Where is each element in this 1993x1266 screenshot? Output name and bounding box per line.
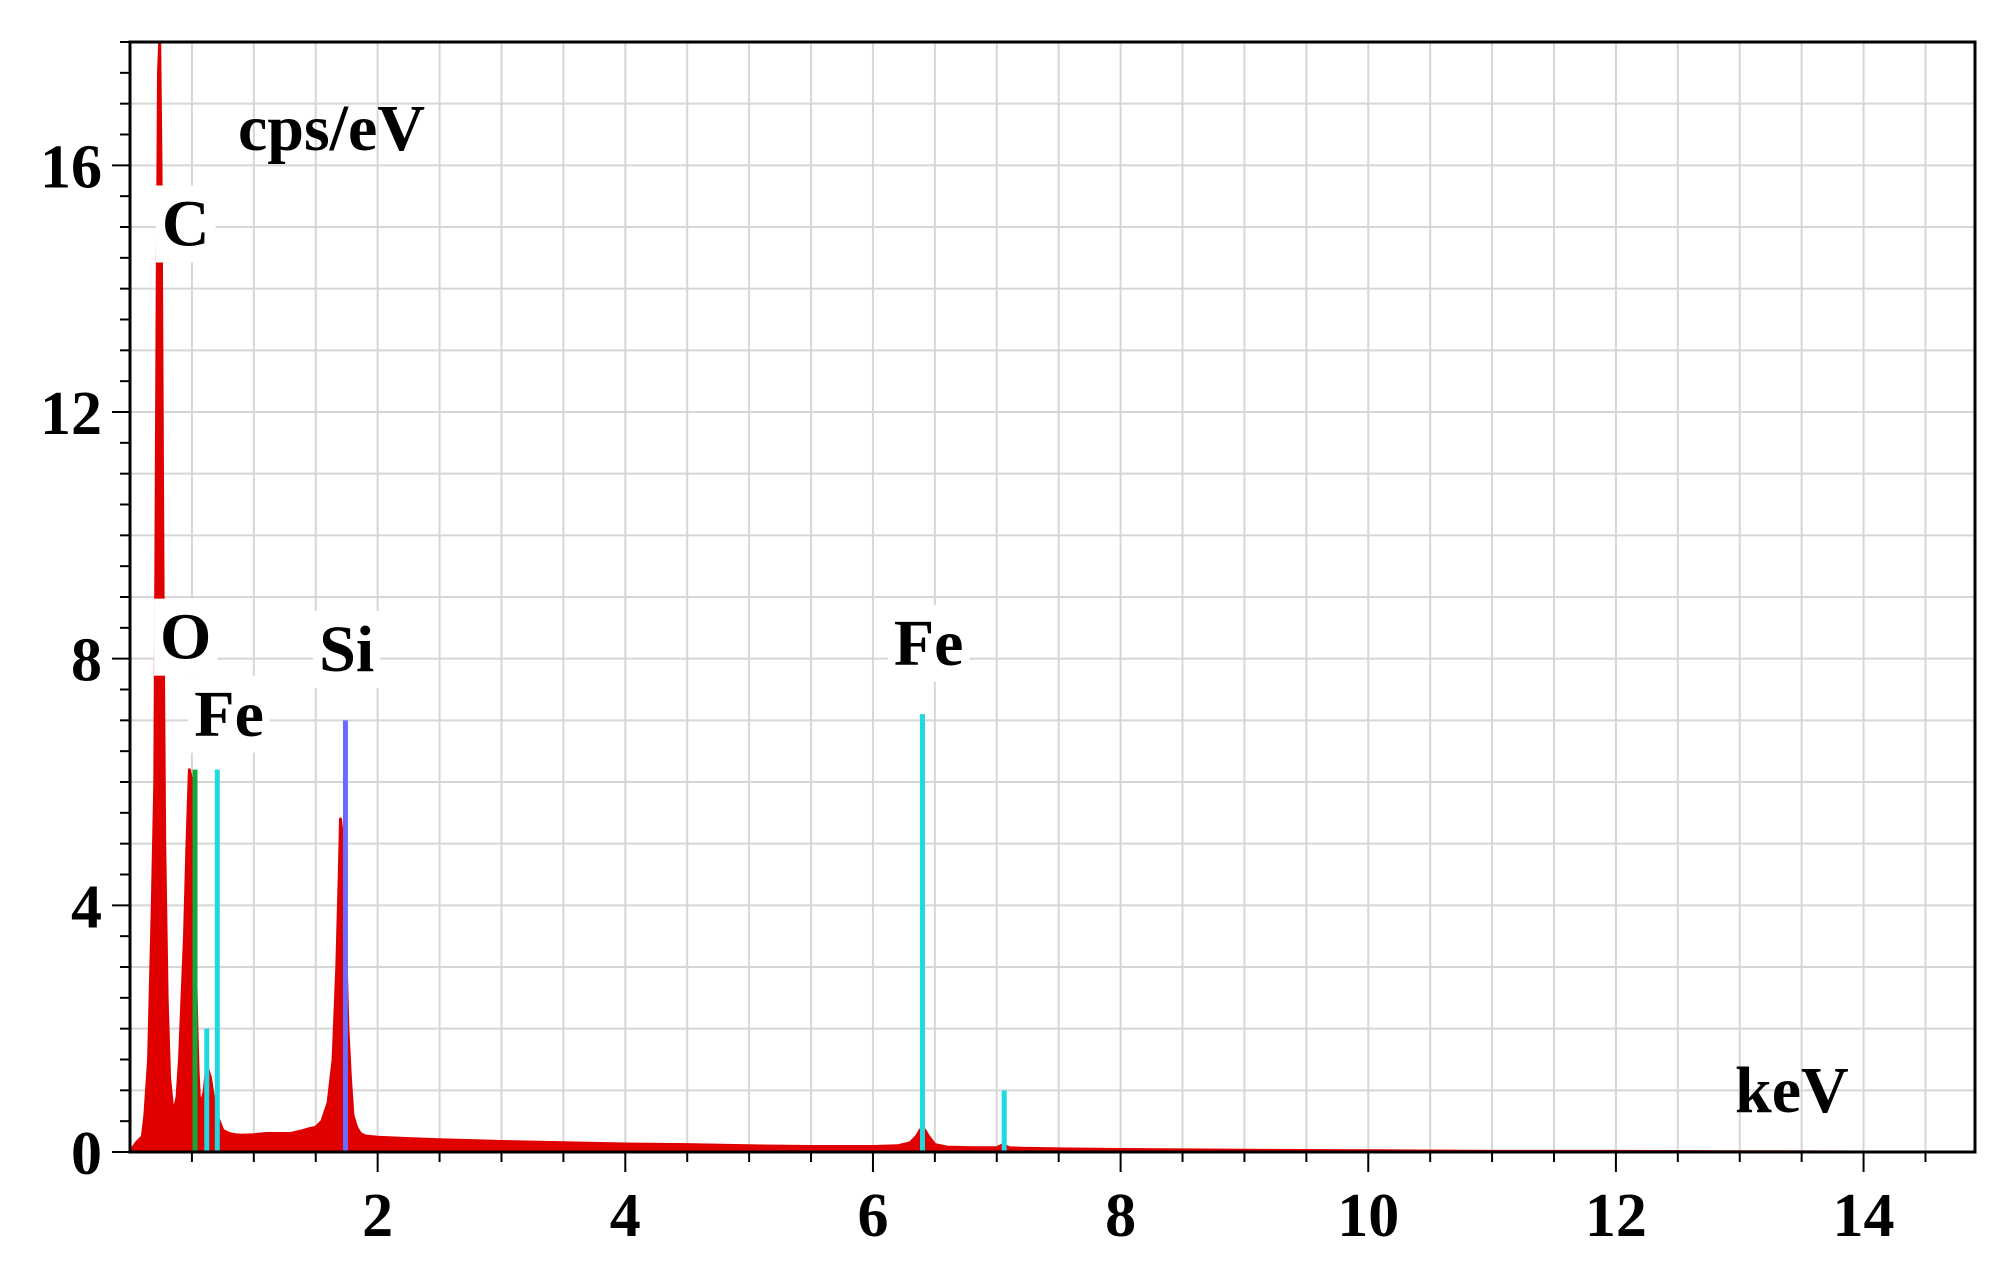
peak-label-background	[887, 604, 970, 682]
peak-label-background	[155, 185, 216, 263]
peak-label-fe: Fe	[887, 604, 970, 682]
y-axis-label: cps/eV	[238, 92, 425, 165]
x-tick-label: 2	[362, 1182, 393, 1250]
peak-label-si: Si	[313, 611, 381, 688]
spectrum-layer	[128, 40, 1977, 1154]
y-axis-ticks: 0 4 8 12 16	[40, 133, 102, 1188]
peak-label-background	[313, 611, 381, 688]
x-tick-label: 12	[1585, 1182, 1647, 1250]
y-tick-label: 12	[40, 380, 102, 448]
x-axis-label: keV	[1735, 1054, 1849, 1127]
x-tick-label: 8	[1105, 1182, 1136, 1250]
y-tick-label: 4	[71, 873, 102, 941]
x-tick-label: 4	[610, 1182, 641, 1250]
peak-label-text: C	[162, 188, 210, 261]
peak-label-background	[154, 598, 218, 676]
peak-label-text: Si	[319, 613, 374, 686]
x-tick-label: 14	[1833, 1182, 1895, 1250]
x-tick-label: 10	[1337, 1182, 1399, 1250]
peak-label-fe: Fe	[188, 675, 270, 753]
peak-label-text: Fe	[894, 607, 964, 680]
y-tick-label: 8	[71, 627, 102, 695]
peak-label-text: Fe	[194, 678, 264, 751]
peak-label-background	[188, 675, 270, 753]
spectrum-area	[128, 40, 1977, 1154]
y-tick-label: 16	[40, 133, 102, 201]
y-tick-label: 0	[71, 1120, 102, 1188]
peak-label-c: C	[155, 185, 216, 263]
element-lines	[192, 714, 1007, 1152]
grid-lines	[130, 42, 1975, 1152]
minor-ticks	[112, 41, 1927, 1172]
peak-label-o: O	[154, 598, 218, 676]
peak-label-text: O	[160, 601, 211, 674]
x-axis-ticks: 2 4 6 8 10 12 14	[362, 1182, 1894, 1250]
plot-frame	[128, 40, 1977, 1154]
x-tick-label: 6	[857, 1182, 888, 1250]
